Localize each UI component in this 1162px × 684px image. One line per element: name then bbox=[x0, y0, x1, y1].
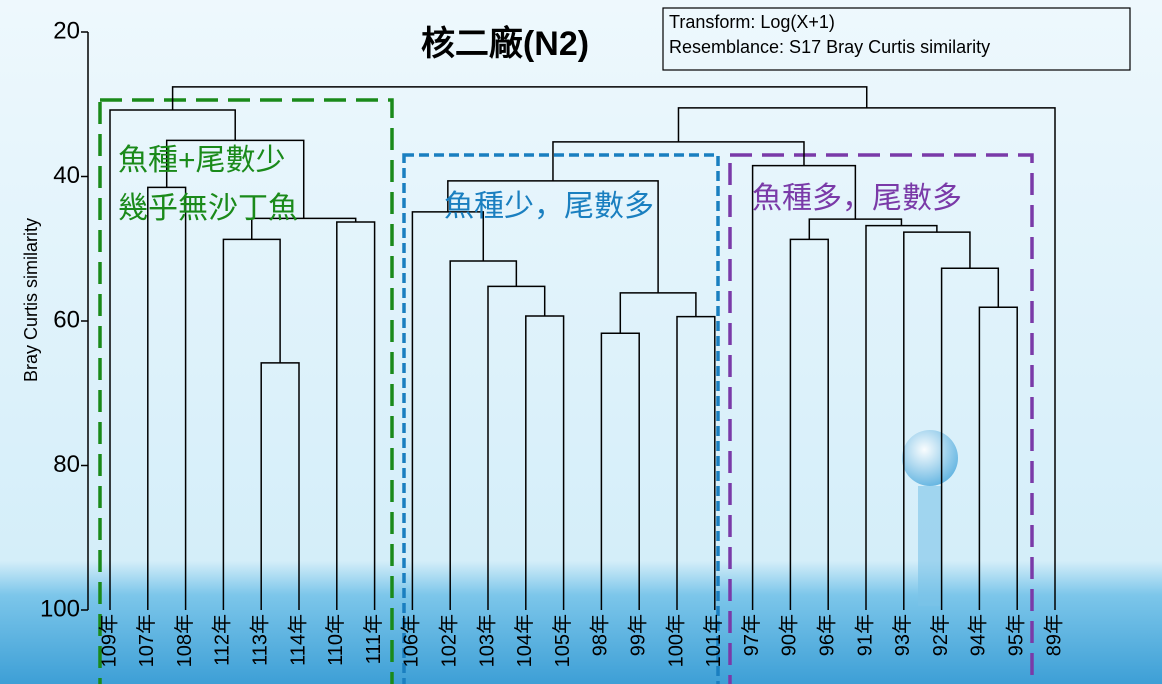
dendrogram-link bbox=[940, 267, 1000, 610]
dendrogram-link bbox=[449, 260, 518, 610]
annotation: 幾乎無沙丁魚 bbox=[118, 192, 298, 225]
leaf-label: 101年 bbox=[702, 614, 725, 667]
leaf-label: 97年 bbox=[740, 614, 763, 656]
leaf-label: 108年 bbox=[173, 614, 196, 667]
leaf-label: 92年 bbox=[929, 614, 952, 656]
leaf-label: 91年 bbox=[853, 614, 876, 656]
leaf-label: 111年 bbox=[362, 614, 385, 664]
leaf-label: 96年 bbox=[815, 614, 838, 656]
water-drop bbox=[902, 430, 958, 486]
leaf-label: 113年 bbox=[248, 614, 271, 666]
leaf-label: 90年 bbox=[778, 614, 801, 656]
dendrogram-link bbox=[677, 107, 1056, 610]
leaf-label: 106年 bbox=[400, 614, 423, 667]
group-box bbox=[98, 98, 394, 684]
y-tick-label: 40 bbox=[53, 162, 80, 189]
leaf-label: 114年 bbox=[286, 614, 309, 666]
leaf-label: 112年 bbox=[211, 614, 234, 666]
leaf-label: 100年 bbox=[664, 614, 687, 667]
dendrogram-link bbox=[903, 231, 971, 610]
leaf-label: 110年 bbox=[324, 614, 347, 666]
leaf-label: 93年 bbox=[891, 614, 914, 656]
chart-title: 核二廠(N2) bbox=[421, 24, 589, 63]
leaf-label: 102年 bbox=[437, 614, 460, 667]
dendrogram-link bbox=[808, 218, 903, 240]
group-box bbox=[728, 153, 1034, 684]
group-box bbox=[402, 153, 720, 684]
leaf-label: 98年 bbox=[589, 614, 612, 656]
water-column bbox=[918, 486, 942, 606]
annotation: 魚種多，尾數多 bbox=[752, 182, 962, 215]
note-line: Resemblance: S17 Bray Curtis similarity bbox=[669, 37, 990, 57]
y-tick-label: 80 bbox=[53, 451, 80, 478]
leaf-label: 109年 bbox=[97, 614, 120, 667]
dendrogram-link bbox=[751, 164, 857, 610]
y-axis-label: Bray Curtis similarity bbox=[21, 218, 41, 382]
leaf-label: 94年 bbox=[967, 614, 990, 656]
leaf-label: 89年 bbox=[1042, 614, 1065, 656]
y-tick-label: 100 bbox=[40, 595, 80, 622]
leaf-label: 103年 bbox=[475, 614, 498, 667]
leaf-label: 95年 bbox=[1004, 614, 1027, 656]
y-tick-label: 60 bbox=[53, 306, 80, 333]
dendrogram-link bbox=[619, 292, 697, 334]
dendrogram bbox=[109, 86, 1056, 610]
y-tick-label: 20 bbox=[53, 17, 80, 44]
dendrogram-link bbox=[600, 332, 640, 610]
dendrogram-link bbox=[525, 315, 565, 610]
annotation: 魚種少，尾數多 bbox=[444, 190, 654, 223]
note-box bbox=[662, 7, 1131, 71]
annotation: 魚種+尾數少 bbox=[118, 144, 286, 177]
leaf-label: 99年 bbox=[626, 614, 649, 656]
leaf-label: 105年 bbox=[551, 614, 574, 667]
leaf-label: 107年 bbox=[135, 614, 158, 667]
dendrogram-link bbox=[171, 86, 868, 111]
dendrogram-link bbox=[336, 221, 376, 610]
leaf-label: 104年 bbox=[513, 614, 536, 667]
note-line: Transform: Log(X+1) bbox=[669, 12, 835, 32]
